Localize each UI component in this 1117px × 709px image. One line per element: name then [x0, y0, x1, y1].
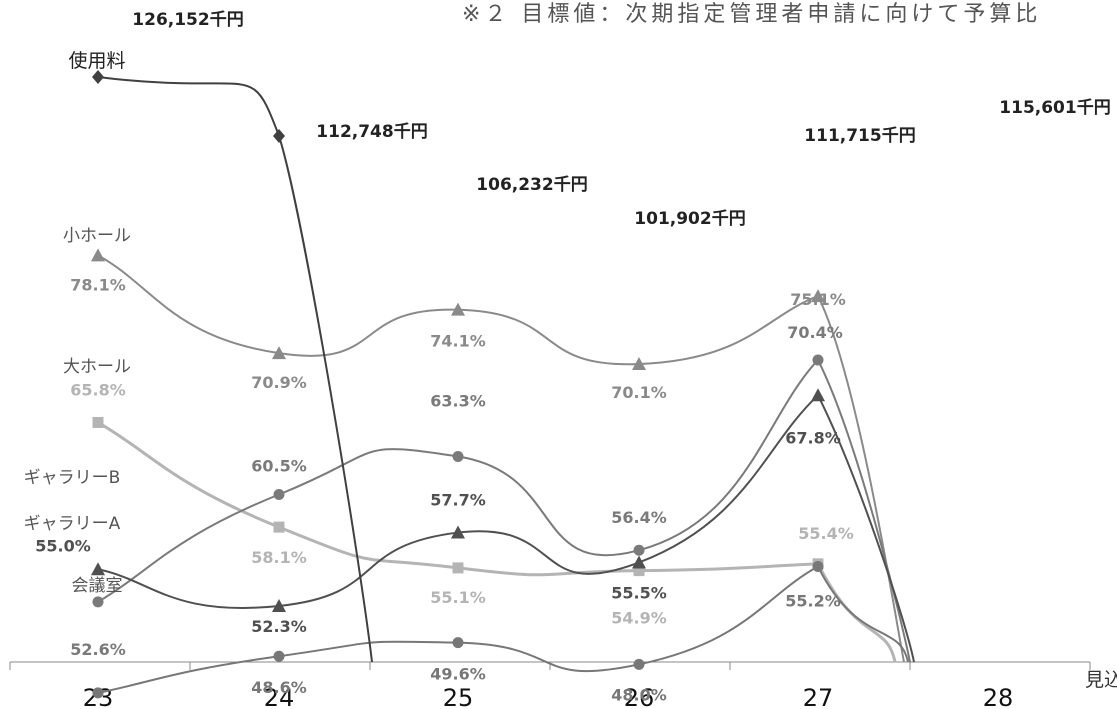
series-line [97, 565, 909, 694]
data-point [633, 565, 645, 577]
series-name: 小ホール [63, 226, 131, 246]
data-label: 112,748千円 [316, 122, 427, 142]
data-label: 75.1% [790, 290, 846, 309]
data-label: 115,601千円 [999, 98, 1110, 118]
data-point [91, 562, 105, 576]
data-point [451, 525, 465, 539]
data-label: 101,902千円 [634, 209, 745, 229]
data-label: 55.0% [35, 536, 91, 555]
x-tick-label: 27 [803, 684, 834, 709]
data-label: 52.3% [251, 617, 307, 636]
data-point [92, 687, 104, 699]
data-point [633, 544, 645, 556]
data-point [811, 388, 825, 402]
data-label: 57.7% [430, 491, 486, 510]
data-point [632, 555, 646, 569]
data-point [273, 521, 285, 533]
x-tick-label: 28 [983, 684, 1014, 709]
data-label: 74.1% [430, 332, 486, 351]
data-point [812, 561, 824, 573]
data-point [273, 489, 285, 501]
data-label: 55.4% [798, 524, 854, 543]
data-point [451, 302, 465, 316]
series-name: 大ホール [63, 357, 131, 377]
data-label: 58.1% [251, 548, 307, 567]
data-label: 65.8% [70, 380, 126, 399]
data-label: 126,152千円 [132, 10, 243, 30]
x-tick-label: 24 [264, 684, 295, 709]
series-name: 使用料 [68, 50, 125, 72]
x-tick-label: 25 [443, 684, 474, 709]
series-line [97, 421, 897, 663]
data-point [273, 128, 285, 143]
data-point [812, 354, 824, 366]
data-label: 54.9% [611, 609, 667, 628]
series-name: ギャラリーA [24, 514, 121, 534]
data-point [633, 658, 645, 670]
data-point [91, 248, 105, 262]
data-point [273, 650, 285, 662]
data-label: 48.6% [251, 678, 307, 697]
data-label: 70.1% [611, 383, 667, 402]
data-point [92, 70, 104, 84]
data-label: 52.6% [70, 640, 126, 659]
data-label: 55.1% [430, 588, 486, 607]
data-label: 67.8% [785, 428, 841, 447]
data-point [92, 416, 104, 428]
target-note: ※２ 目標値：次期指定管理者申請に向けて予算比 [462, 2, 1042, 27]
data-label: 60.5% [251, 457, 307, 476]
data-label: 48.0% [611, 685, 667, 704]
data-point [811, 289, 825, 303]
data-label: 111,715千円 [804, 126, 915, 146]
data-point [272, 346, 286, 360]
data-label: 55.2% [785, 592, 841, 611]
data-point [632, 357, 646, 371]
data-label: 106,232千円 [476, 175, 587, 195]
data-label: 70.4% [787, 323, 843, 342]
data-label: 56.4% [611, 508, 667, 527]
data-label: 55.5% [611, 583, 667, 602]
series-line [97, 393, 915, 663]
data-point [452, 562, 464, 574]
series-line [97, 358, 911, 663]
x-axis-suffix: 見込 [1085, 669, 1117, 691]
series-name: 会議室 [72, 576, 123, 596]
data-point [452, 637, 464, 649]
data-label: 78.1% [70, 275, 126, 294]
series-line [97, 254, 905, 663]
data-label: 70.9% [251, 373, 307, 392]
data-label: 63.3% [430, 391, 486, 410]
x-tick-label: 26 [624, 684, 655, 709]
series-line [97, 76, 373, 663]
data-point [452, 450, 464, 462]
series-name: ギャラリーB [24, 468, 121, 488]
data-point [92, 596, 104, 608]
data-point [272, 598, 286, 612]
data-label: 49.6% [430, 665, 486, 684]
